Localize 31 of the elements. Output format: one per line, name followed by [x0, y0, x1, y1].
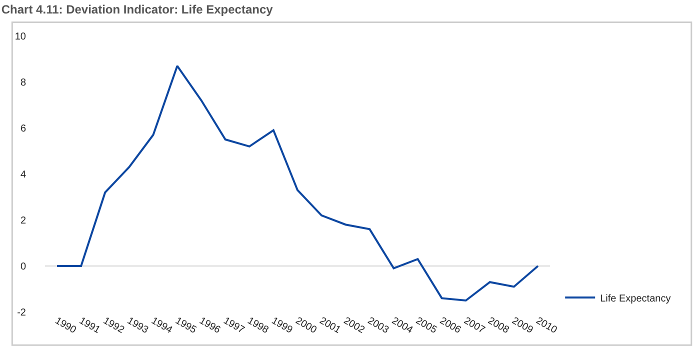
x-tick-label: 1999 — [269, 315, 295, 336]
x-tick-label: 2000 — [294, 315, 319, 336]
x-tick-label: 1996 — [197, 315, 222, 336]
x-tick-label: 2010 — [534, 315, 560, 336]
x-tick-label: 2001 — [318, 315, 343, 336]
y-tick-label: 4 — [20, 170, 26, 180]
x-tick-label: 2009 — [510, 315, 536, 336]
x-tick-label: 1991 — [77, 315, 102, 336]
x-tick-label: 1992 — [101, 315, 126, 336]
x-tick-label: 2002 — [342, 315, 367, 336]
x-tick-label: 1990 — [53, 315, 78, 336]
x-tick-label: 2003 — [366, 315, 391, 336]
x-tick-label: 1997 — [221, 315, 247, 336]
y-tick-label: 2 — [20, 216, 26, 226]
x-tick-label: 1993 — [125, 315, 150, 336]
x-tick-label: 2006 — [438, 315, 463, 336]
line-series — [56, 64, 539, 302]
x-tick-label: 1995 — [173, 315, 198, 336]
x-tick-label: 1998 — [245, 315, 271, 336]
x-tick-label: 2004 — [390, 315, 415, 336]
x-tick-label: 2005 — [414, 315, 439, 336]
x-tick-label: 2007 — [462, 315, 487, 336]
x-tick-label: 2008 — [486, 315, 512, 336]
y-tick-label: 10 — [14, 32, 26, 42]
y-tick-label: 8 — [20, 78, 26, 88]
x-tick-label: 1994 — [149, 315, 174, 336]
y-tick-label: 0 — [20, 262, 26, 272]
legend-label: Life Expectancy — [600, 293, 671, 304]
chart-title: Chart 4.11: Deviation Indicator: Life Expectancy — [1, 2, 274, 17]
y-tick-label: 6 — [20, 124, 26, 134]
y-tick-label: -2 — [17, 308, 26, 318]
